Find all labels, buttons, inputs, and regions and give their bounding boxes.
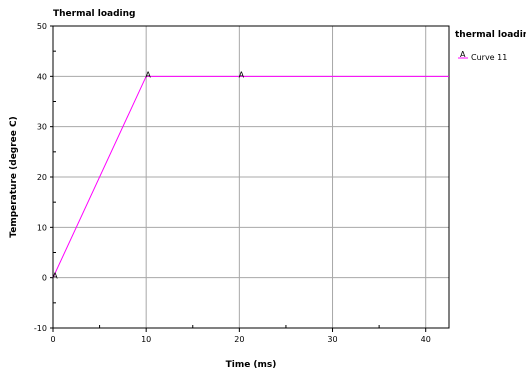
- legend-title: thermal loading: [455, 30, 526, 40]
- series-marker: A: [239, 70, 245, 79]
- legend-label-curve-11: Curve 11: [471, 53, 507, 62]
- series-marker: A: [52, 272, 58, 281]
- series-markers: A A A: [52, 70, 244, 280]
- y-tick-label: 20: [37, 173, 47, 182]
- x-tick-label: 10: [141, 335, 151, 344]
- y-tick-label: 50: [37, 22, 47, 31]
- grid-lines: [53, 26, 449, 328]
- series-line-curve-11: [52, 75, 449, 278]
- y-tick-label: 10: [37, 223, 47, 232]
- legend-marker-curve-11: A: [460, 50, 466, 59]
- series-marker: A: [145, 70, 151, 79]
- y-tick-label: 0: [42, 274, 47, 283]
- y-axis-label: Temperature (degree C): [9, 116, 19, 237]
- axes: [50, 25, 450, 332]
- x-tick-label: 0: [50, 335, 55, 344]
- series-lines: [52, 75, 449, 278]
- legend: thermal loading A Curve 11: [455, 30, 526, 62]
- y-tick-label: 40: [37, 72, 47, 81]
- x-tick-label: 20: [234, 335, 244, 344]
- x-tick-label: 30: [327, 335, 337, 344]
- y-tick-label: 30: [37, 123, 47, 132]
- y-tick-label: -10: [34, 324, 47, 333]
- x-axis-label: Time (ms): [226, 360, 277, 370]
- chart-title: Thermal loading: [53, 9, 135, 19]
- x-tick-label: 40: [421, 335, 431, 344]
